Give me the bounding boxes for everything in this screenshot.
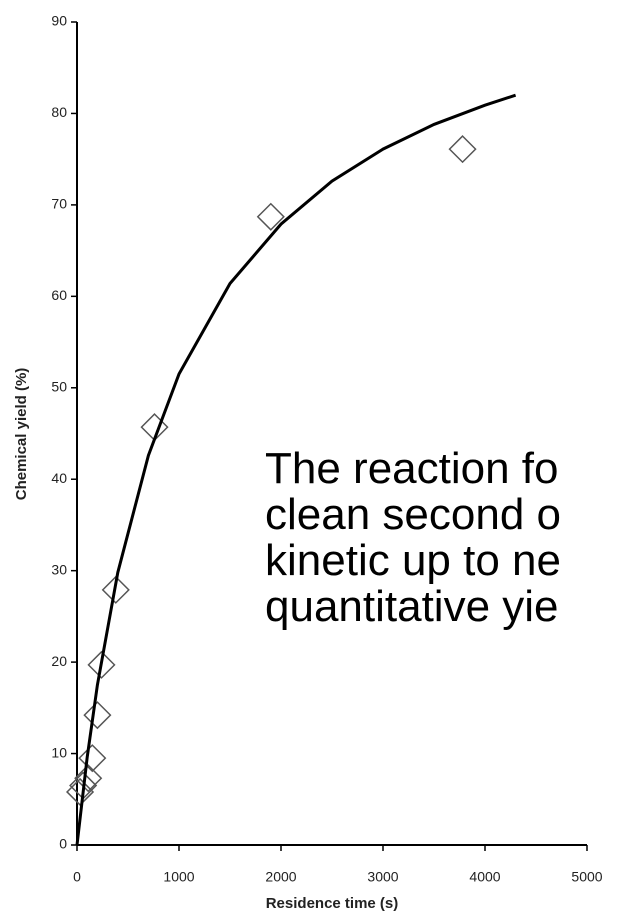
y-tick-label: 70: [51, 196, 67, 212]
y-tick-label: 0: [59, 836, 67, 852]
data-point: [83, 701, 112, 730]
x-axis-title: Residence time (s): [266, 895, 399, 912]
y-tick-label: 90: [51, 13, 67, 29]
x-tick-label: 0: [73, 869, 81, 885]
x-tick-label: 4000: [469, 869, 500, 885]
y-tick-label: 30: [51, 561, 67, 577]
fit-line: [75, 93, 517, 846]
y-tick-label: 80: [51, 104, 67, 120]
data-point: [74, 764, 103, 793]
data-point: [256, 202, 285, 231]
annotation-line: quantitative yie: [265, 582, 559, 631]
annotation-line: kinetic up to ne: [265, 536, 561, 585]
data-point: [101, 575, 130, 604]
y-tick-label: 40: [51, 470, 67, 486]
y-tick-label: 20: [51, 653, 67, 669]
annotation-line: clean second o: [265, 490, 561, 539]
x-tick-label: 1000: [163, 869, 194, 885]
y-tick-label: 60: [51, 287, 67, 303]
y-axis-title: Chemical yield (%): [13, 368, 30, 501]
data-point: [448, 135, 477, 164]
y-tick-label: 50: [51, 378, 67, 394]
y-tick-label: 10: [51, 744, 67, 760]
annotation-line: The reaction fo: [265, 444, 559, 493]
data-point: [87, 650, 116, 679]
data-point: [78, 744, 107, 773]
x-tick-label: 3000: [367, 869, 398, 885]
x-tick-label: 2000: [265, 869, 296, 885]
x-tick-label: 5000: [571, 869, 602, 885]
